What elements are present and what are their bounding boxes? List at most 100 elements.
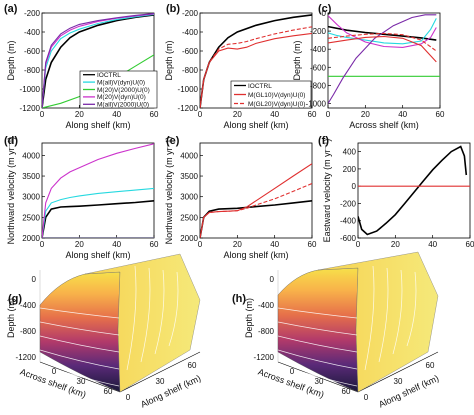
- y-tick-label: -600: [340, 234, 357, 243]
- surface-top-face: [317, 251, 439, 393]
- x-tick-label: 60: [308, 240, 317, 249]
- series-line-c-4: [328, 14, 437, 104]
- across-tick-label: 0: [52, 367, 57, 376]
- y-tick-label: -400: [182, 28, 199, 37]
- depth-contour: [39, 321, 120, 336]
- panel-letter: (e): [166, 135, 180, 147]
- legend-label: M(20)V(2000)U(0): [97, 87, 150, 94]
- y-tick-label: 2000: [22, 234, 40, 243]
- z-tick-label: -800: [20, 327, 37, 336]
- series-line-m-gl10-v-dyn-u-0-: [200, 32, 312, 108]
- x-tick-label: 40: [270, 110, 279, 119]
- y-axis-label: Depth (m): [292, 40, 302, 80]
- depth-contour: [277, 349, 358, 370]
- y-axis-label: Eastward velocity (m yr⁻¹): [322, 139, 332, 243]
- depth-contour: [39, 349, 120, 370]
- y-tick-label: 400: [343, 148, 357, 157]
- x-tick-label: 40: [112, 240, 121, 249]
- series-line-d-3: [42, 143, 154, 238]
- series-line-c-5: [328, 35, 437, 63]
- y-axis-label: Northward velocity (m yr⁻¹): [164, 137, 174, 245]
- panel-letter: (h): [232, 293, 246, 305]
- legend-label: M(20)V(dyn)U(0): [97, 94, 146, 101]
- series-group: [328, 14, 440, 104]
- legend-label: M(all)V(dyn)U(0): [97, 79, 145, 86]
- series-line-m-all-v-dyn-u-0-: [42, 13, 154, 108]
- y-tick-label: -600: [24, 47, 41, 56]
- y-axis-label: Northward velocity (m yr⁻¹): [6, 137, 16, 245]
- chart-f: 0 20 40 60 400 200 0 -200 -400 -600 Eastward veloc…: [322, 139, 474, 249]
- series-line-f-0: [358, 145, 468, 236]
- depth-contour: [277, 377, 358, 404]
- x-tick-label: 60: [466, 240, 474, 249]
- along-axis: [357, 351, 439, 393]
- along-tick-label: 60: [426, 361, 435, 370]
- x-tick-label: 20: [361, 110, 370, 119]
- y-tick-label: -800: [24, 66, 41, 75]
- z-tick-label: 0: [32, 275, 37, 284]
- y-tick-label: 2000: [180, 234, 198, 243]
- x-tick-label: 20: [233, 240, 242, 249]
- depth-contour: [154, 269, 165, 355]
- along-tick-label: 0: [126, 393, 131, 402]
- y-tick-label: -200: [182, 9, 199, 18]
- y-tick-label: -200: [24, 9, 41, 18]
- series-group: [42, 13, 154, 108]
- surface-top-face: [84, 253, 201, 393]
- y-tick-label: -800: [182, 66, 199, 75]
- y-tick-label: -1000: [306, 99, 327, 108]
- y-tick-label: -400: [340, 217, 357, 226]
- series-line-c-6: [328, 32, 437, 52]
- chart-b: 0 20 40 60 -200 -400 -600 -800 -1000 -1200 Along s…: [164, 9, 317, 130]
- y-tick-label: 3000: [22, 193, 40, 202]
- panel-letter: (a): [4, 3, 18, 15]
- depth-contour: [39, 377, 120, 404]
- legend: IOCTRL M(GL10)V(dyn)U(0) M(GL20)V(dyn)U(0): [230, 80, 312, 109]
- x-axis-label: Across shelf (km): [349, 120, 419, 130]
- depth-contour: [140, 267, 151, 363]
- along-tick-label: 60: [188, 361, 197, 370]
- series-line-e-2: [200, 182, 312, 238]
- z-tick-label: -1200: [254, 353, 275, 362]
- plot-frame: [41, 142, 155, 239]
- legend-label: M(GL10)V(dyn)U(0): [248, 92, 305, 99]
- across-tick-label: 30: [315, 377, 324, 386]
- y-tick-label: 4000: [180, 151, 198, 160]
- chart-a: 0 20 40 60 -200 -400 -600 -800 -1000 -1200 Along s…: [6, 9, 159, 130]
- x-tick-label: 60: [150, 110, 159, 119]
- y-tick-label: -1000: [178, 85, 199, 94]
- across-tick-label: 0: [290, 367, 295, 376]
- chart-d: 0 20 40 60 2000 2500 3000 3500 4000 Along shelf (…: [6, 137, 159, 260]
- series-group: [200, 163, 312, 238]
- depth-contour: [168, 271, 179, 347]
- series-line-c-3: [328, 15, 437, 48]
- y-tick-label: -1200: [178, 104, 199, 113]
- legend-label: M(GL20)V(dyn)U(0): [248, 101, 305, 108]
- across-tick-label: 30: [77, 377, 86, 386]
- series-group: [200, 14, 312, 108]
- depth-contour: [364, 265, 375, 371]
- x-tick-label: 0: [198, 110, 203, 119]
- plot-frame: [199, 142, 313, 239]
- series-line-ioctrl: [42, 14, 154, 108]
- x-tick-label: 0: [326, 110, 331, 119]
- y-tick-label: 3500: [22, 172, 40, 181]
- z-tick-label: 0: [270, 275, 275, 284]
- depth-contour: [378, 267, 389, 363]
- y-axis-label: Depth (m): [164, 40, 174, 80]
- x-tick-label: 40: [112, 110, 121, 119]
- series-group: [42, 143, 154, 238]
- z-tick-label: -800: [258, 327, 275, 336]
- along-axis-label: Along shelf (km): [139, 373, 202, 410]
- along-tick-label: 30: [156, 377, 165, 386]
- x-tick-label: 60: [150, 240, 159, 249]
- y-tick-label: 200: [343, 165, 357, 174]
- y-tick-label: -200: [310, 27, 327, 36]
- x-tick-label: 60: [436, 110, 445, 119]
- series-group: [358, 145, 470, 236]
- depth-contour: [406, 271, 417, 347]
- across-tick-label: 60: [342, 387, 351, 396]
